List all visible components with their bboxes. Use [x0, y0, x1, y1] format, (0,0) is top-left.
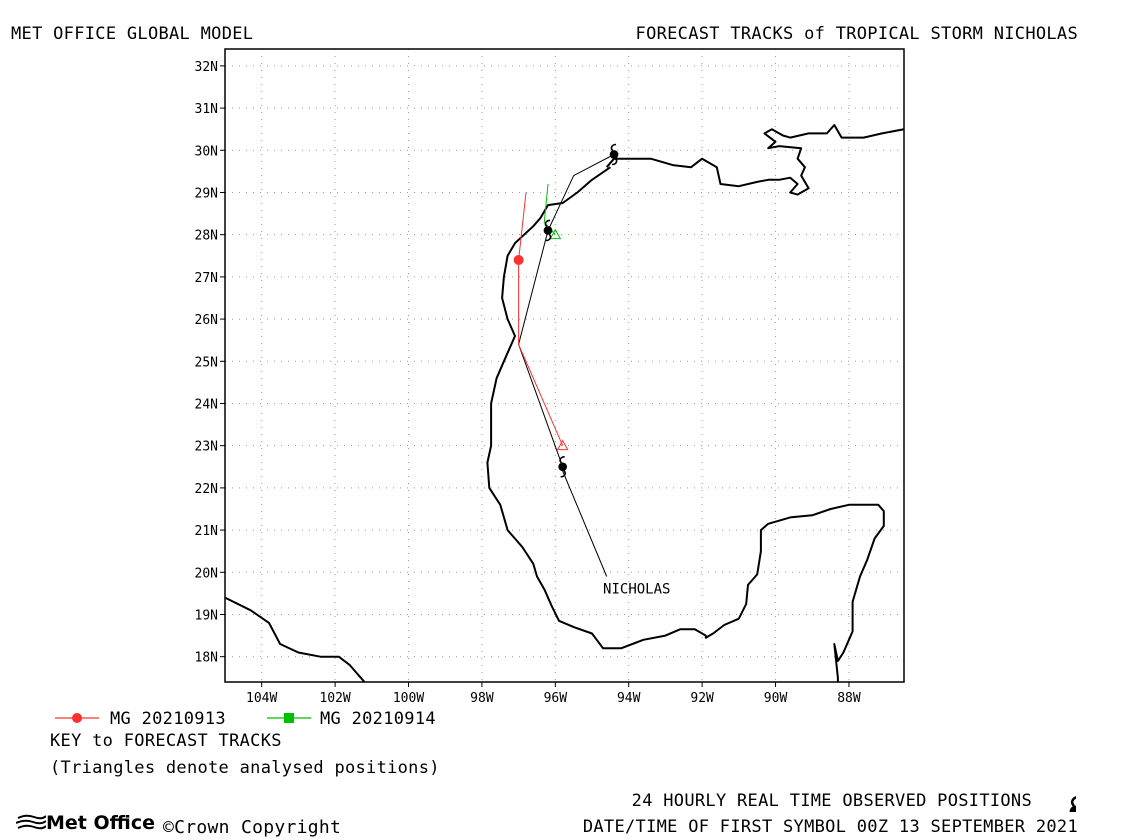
tracks: [513, 143, 620, 577]
lon-tick-label: 96W: [544, 691, 568, 706]
coastlines: [225, 124, 904, 682]
analysed-position-triangle: [556, 439, 569, 451]
storm-name-label: NICHOLAS: [603, 581, 670, 597]
map-frame: [224, 48, 905, 683]
coastline: [486, 166, 885, 682]
map-grid: [225, 49, 904, 682]
storm-label-leader: [562, 470, 608, 577]
lon-tick-label: 92W: [690, 691, 714, 706]
lat-tick-label: 28N: [195, 229, 218, 244]
analysed-position-triangle: [549, 228, 562, 240]
forecast-track-line: [518, 192, 564, 446]
observed-positions-note: 24 HOURLY REAL TIME OBSERVED POSITIONS: [631, 791, 1032, 811]
model-title: MET OFFICE GLOBAL MODEL: [11, 24, 254, 44]
lat-tick-label: 24N: [195, 397, 218, 412]
met-office-logo: Met Office: [15, 812, 155, 834]
lat-tick-label: 19N: [195, 608, 218, 623]
met-office-logo-icon: [15, 814, 47, 830]
met-office-logo-text: Met Office: [46, 812, 155, 834]
legend-item-mg-20210913: MG 20210913: [110, 709, 226, 729]
coastline: [225, 596, 366, 682]
datetime-note: DATE/TIME OF FIRST SYMBOL 00Z 13 SEPTEMB…: [582, 817, 1078, 837]
copyright: ©Crown Copyright: [163, 817, 342, 838]
hurricane-icon: [557, 455, 568, 478]
lat-tick-label: 27N: [195, 271, 218, 286]
lat-tick-label: 30N: [195, 144, 218, 159]
lat-tick-label: 32N: [195, 60, 218, 75]
lat-tick-label: 18N: [195, 651, 218, 666]
lat-tick-label: 23N: [195, 440, 218, 455]
axis-ticks: 104W 102W 100W 98W 96W 94W 92W 90W 88W 18N 19N 20N 2…: [195, 60, 861, 706]
lon-tick-label: 90W: [764, 691, 788, 706]
lat-tick-label: 26N: [195, 313, 218, 328]
lat-tick-label: 25N: [195, 355, 218, 370]
legend-circle-marker: [72, 713, 82, 723]
lat-tick-label: 22N: [195, 482, 218, 497]
chart-title: FORECAST TRACKS of TROPICAL STORM NICHOL…: [635, 24, 1078, 44]
legend-markers: [55, 713, 311, 723]
legend-item-mg-20210914: MG 20210914: [320, 709, 436, 729]
lat-tick-label: 29N: [195, 186, 218, 201]
lon-tick-label: 98W: [470, 691, 494, 706]
lat-tick-label: 31N: [195, 102, 218, 117]
coastline: [605, 124, 904, 196]
lon-tick-label: 94W: [617, 691, 641, 706]
key-note: (Triangles denote analysed positions): [50, 758, 440, 778]
lat-tick-label: 21N: [195, 524, 218, 539]
lon-tick-label: 102W: [319, 691, 350, 706]
forecast-start-marker: [513, 255, 524, 265]
lon-tick-label: 100W: [393, 691, 424, 706]
lon-tick-label: 88W: [837, 691, 861, 706]
lat-tick-label: 20N: [195, 566, 218, 581]
lon-tick-label: 104W: [246, 691, 277, 706]
hurricane-icon: [1052, 780, 1076, 812]
legend-square-marker: [284, 713, 294, 723]
key-title: KEY to FORECAST TRACKS: [50, 731, 282, 751]
